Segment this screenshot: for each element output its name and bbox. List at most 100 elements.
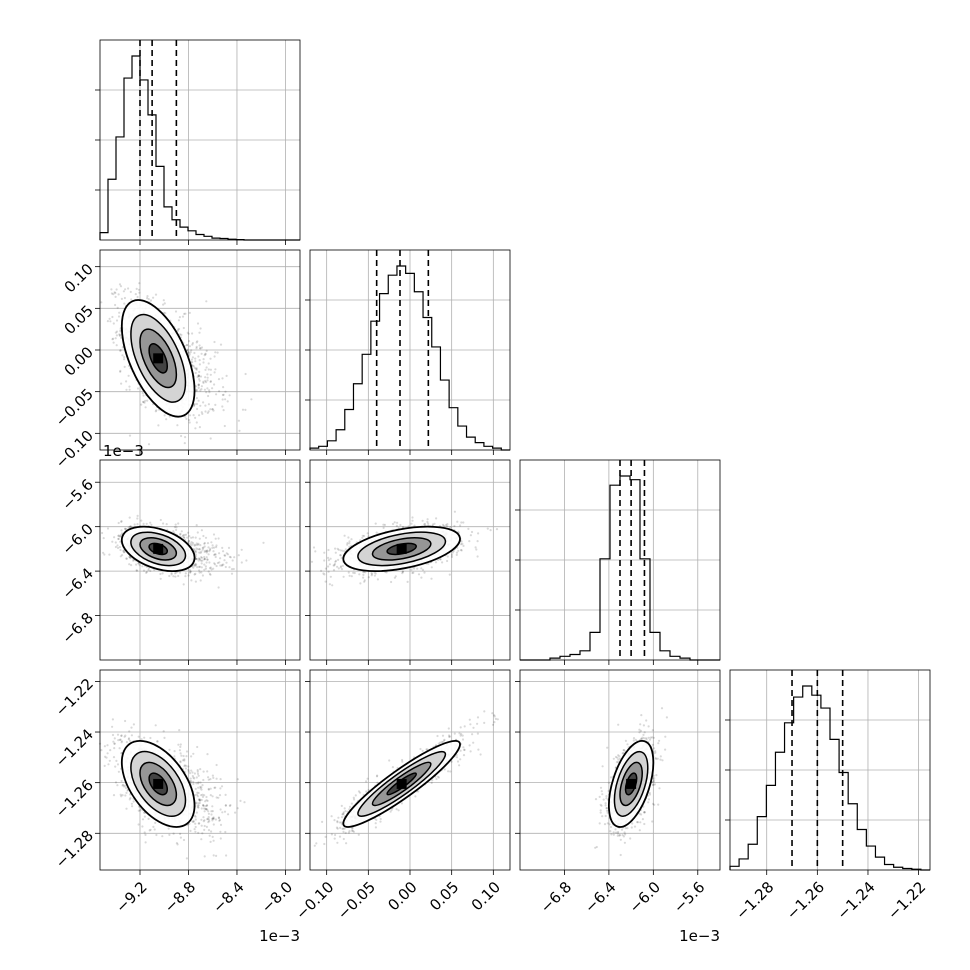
sample-point	[218, 390, 221, 393]
sample-point	[123, 296, 126, 300]
sample-point	[178, 327, 181, 331]
sample-point	[208, 389, 211, 392]
sample-point	[187, 351, 190, 354]
sample-point	[100, 301, 103, 304]
sample-point	[115, 319, 119, 322]
sample-point	[197, 383, 200, 386]
sample-point	[114, 295, 117, 298]
sample-point	[123, 365, 126, 368]
sample-point	[340, 556, 343, 560]
sample-point	[204, 353, 207, 356]
sample-point	[153, 828, 156, 831]
sample-point	[145, 522, 148, 525]
sample-point	[450, 555, 454, 559]
sample-point	[194, 830, 197, 833]
sample-point	[209, 380, 212, 383]
sample-point	[177, 319, 180, 322]
sample-point	[142, 569, 146, 572]
sample-point	[228, 566, 231, 569]
sample-point	[179, 333, 182, 336]
sample-point	[116, 544, 119, 547]
sample-point	[144, 399, 147, 402]
sample-point	[188, 421, 191, 424]
y-tick-label: −6.4	[59, 564, 97, 602]
sample-point	[189, 777, 192, 780]
sample-point	[118, 535, 122, 538]
sample-point	[162, 311, 166, 314]
sample-point	[212, 839, 215, 842]
sample-point	[327, 548, 330, 552]
sample-point	[185, 344, 188, 347]
sample-point	[111, 725, 114, 728]
sample-point	[426, 518, 429, 521]
sample-point	[189, 829, 192, 833]
sample-point	[328, 563, 331, 566]
sample-point	[197, 384, 200, 387]
sample-point	[186, 343, 189, 347]
sample-point	[206, 373, 209, 376]
sample-point	[140, 519, 143, 522]
sample-point	[154, 724, 157, 727]
sample-point	[217, 537, 220, 540]
sample-point	[446, 523, 449, 526]
sample-point	[200, 562, 203, 565]
sample-point	[122, 551, 125, 554]
sample-point	[194, 357, 197, 360]
sample-point	[149, 299, 153, 302]
sample-point	[197, 781, 200, 784]
sample-point	[412, 571, 415, 574]
sample-point	[115, 344, 118, 347]
sample-point	[327, 556, 330, 560]
sample-point	[205, 825, 208, 829]
y-tick-label: −6.0	[59, 520, 97, 558]
sample-point	[119, 548, 122, 552]
sample-point	[195, 368, 198, 371]
x-tick-label: −1.24	[833, 878, 878, 923]
sample-point	[348, 540, 351, 543]
sample-point	[209, 368, 212, 371]
sample-point	[198, 378, 201, 381]
sample-point	[453, 510, 456, 513]
sample-point	[207, 368, 210, 371]
sample-point	[135, 569, 138, 572]
sample-point	[121, 354, 124, 357]
sample-point	[143, 815, 146, 818]
sample-point	[189, 351, 192, 354]
sample-point	[194, 371, 197, 375]
sample-point	[203, 555, 206, 559]
sample-point	[190, 358, 193, 361]
sample-point	[207, 553, 210, 556]
sample-point	[119, 349, 122, 352]
sample-point	[192, 414, 195, 417]
sample-point	[173, 755, 176, 758]
sample-point	[127, 374, 130, 377]
sample-point	[188, 345, 191, 348]
sample-point	[331, 584, 334, 587]
sample-point	[411, 516, 414, 519]
sample-point	[348, 542, 351, 545]
sample-point	[181, 315, 185, 318]
sample-point	[119, 555, 122, 558]
sample-point	[201, 546, 204, 550]
sample-point	[101, 531, 104, 535]
sample-point	[486, 527, 489, 530]
sample-point	[202, 380, 205, 383]
sample-point	[197, 386, 200, 389]
sample-point	[117, 293, 120, 296]
sample-point	[341, 564, 344, 568]
sample-point	[232, 567, 235, 571]
sample-point	[212, 550, 215, 553]
sample-point	[200, 818, 203, 821]
sample-point	[320, 569, 323, 572]
sample-point	[199, 389, 202, 392]
sample-point	[201, 559, 204, 562]
sample-point	[136, 514, 139, 518]
sample-point	[208, 561, 211, 564]
sample-point	[180, 754, 183, 757]
sample-point	[128, 563, 131, 566]
sample-point	[112, 341, 115, 344]
sample-point	[214, 368, 217, 371]
sample-point	[183, 533, 186, 537]
sample-point	[184, 415, 187, 418]
sample-point	[146, 297, 149, 300]
